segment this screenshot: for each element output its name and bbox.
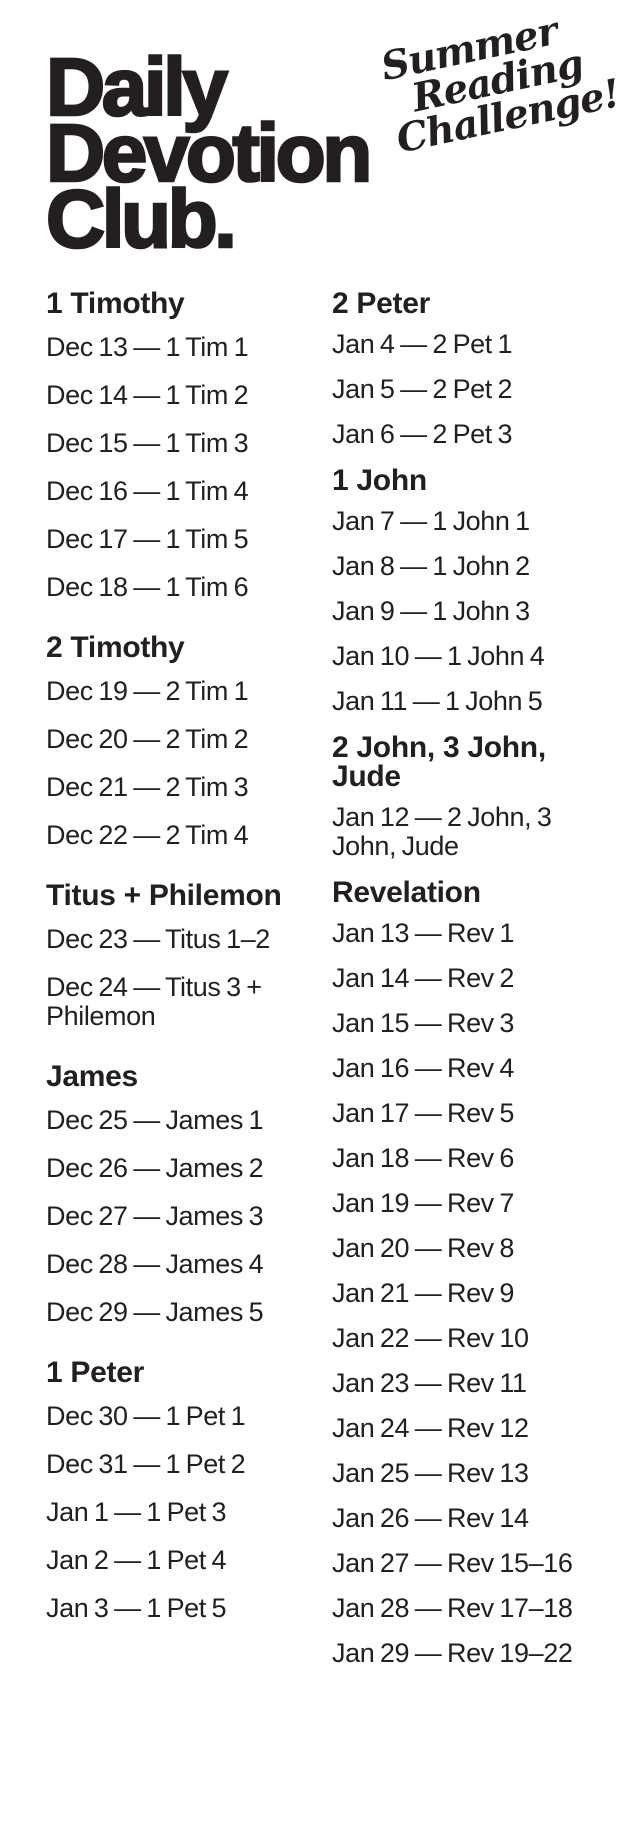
reading-entry: Jan 27 — Rev 15–16 <box>332 1548 573 1578</box>
reading-entry: Dec 19 — 2 Tim 1 <box>46 676 249 706</box>
reading-entry: Dec 14 — 1 Tim 2 <box>46 380 249 410</box>
reading-entry: Jan 17 — Rev 5 <box>332 1098 515 1128</box>
section-1-timothy: 1 Timothy Dec 13 — 1 Tim 1 Dec 14 — 1 Tim… <box>46 289 332 602</box>
section-1-peter: 1 Peter Dec 30 — 1 Pet 1 Dec 31 — 1 Pet 2… <box>46 1358 332 1623</box>
reading-entry: Jan 11 — 1 John 5 <box>332 686 543 716</box>
reading-entry: Jan 28 — Rev 17–18 <box>332 1593 573 1623</box>
reading-list: Dec 30 — 1 Pet 1 Dec 31 — 1 Pet 2 Jan 1 — … <box>46 1402 332 1623</box>
reading-entry: Dec 23 — Titus 1–2 <box>46 924 270 954</box>
reading-entry: Jan 6 — 2 Pet 3 <box>332 419 513 449</box>
reading-entry: Dec 16 — 1 Tim 4 <box>46 476 249 506</box>
section-title: 2 Timothy <box>46 631 185 664</box>
reading-entry: Jan 14 — Rev 2 <box>332 963 515 993</box>
title-line-3: Club. <box>45 174 239 265</box>
section-2-timothy: 2 Timothy Dec 19 — 2 Tim 1 Dec 20 — 2 Tim… <box>46 633 332 850</box>
reading-entry: Dec 29 — James 5 <box>46 1297 264 1327</box>
reading-entry: Dec 31 — 1 Pet 2 <box>46 1449 246 1479</box>
reading-entry: Dec 22 — 2 Tim 4 <box>46 820 249 850</box>
reading-entry: Jan 24 — Rev 12 <box>332 1413 529 1443</box>
reading-entry: Dec 24 — Titus 3 + Phile­mon <box>46 972 262 1031</box>
reading-list: Jan 4 — 2 Pet 1 Jan 5 — 2 Pet 2 Jan 6 — 2 … <box>332 330 602 449</box>
reading-entry: Jan 18 — Rev 6 <box>332 1143 515 1173</box>
reading-entry: Dec 18 — 1 Tim 6 <box>46 572 249 602</box>
reading-entry: Jan 13 — Rev 1 <box>332 918 515 948</box>
reading-entry: Jan 26 — Rev 14 <box>332 1503 529 1533</box>
section-james: James Dec 25 — James 1 Dec 26 — James 2 De… <box>46 1062 332 1327</box>
reading-entry: Jan 12 — 2 John, 3 John, Jude <box>332 802 552 861</box>
title-line-1: Daily <box>45 42 230 133</box>
reading-list: Jan 7 — 1 John 1 Jan 8 — 1 John 2 Jan 9 — … <box>332 507 602 716</box>
section-title: Revelation <box>332 876 481 909</box>
reading-entry: Jan 19 — Rev 7 <box>332 1188 515 1218</box>
reading-entry: Jan 10 — 1 John 4 <box>332 641 545 671</box>
schedule-column-right: 2 Peter Jan 4 — 2 Pet 1 Jan 5 — 2 Pet 2 Ja… <box>332 289 602 1668</box>
reading-entry: Dec 17 — 1 Tim 5 <box>46 524 249 554</box>
reading-entry: Dec 25 — James 1 <box>46 1105 264 1135</box>
page-title: Daily Devotion Club. <box>45 42 638 265</box>
section-title: 1 Timothy <box>46 287 185 320</box>
reading-entry: Jan 21 — Rev 9 <box>332 1278 515 1308</box>
section-title: James <box>46 1060 138 1093</box>
reading-entry: Dec 21 — 2 Tim 3 <box>46 772 249 802</box>
section-title: 2 Peter <box>332 287 430 320</box>
reading-entry: Dec 15 — 1 Tim 3 <box>46 428 249 458</box>
reading-entry: Dec 20 — 2 Tim 2 <box>46 724 249 754</box>
reading-entry: Jan 9 — 1 John 3 <box>332 596 530 626</box>
reading-entry: Jan 25 — Rev 13 <box>332 1458 529 1488</box>
schedule-columns: 1 Timothy Dec 13 — 1 Tim 1 Dec 14 — 1 Tim… <box>46 289 638 1668</box>
reading-list: Jan 12 — 2 John, 3 John, Jude <box>332 803 602 861</box>
reading-entry: Jan 29 — Rev 19–22 <box>332 1638 573 1668</box>
reading-entry: Dec 28 — James 4 <box>46 1249 264 1279</box>
reading-entry: Jan 2 — 1 Pet 4 <box>46 1545 227 1575</box>
reading-entry: Jan 7 — 1 John 1 <box>332 506 530 536</box>
reading-entry: Jan 5 — 2 Pet 2 <box>332 374 513 404</box>
reading-list: Dec 13 — 1 Tim 1 Dec 14 — 1 Tim 2 Dec 15 —… <box>46 333 332 602</box>
reading-list: Dec 19 — 2 Tim 1 Dec 20 — 2 Tim 2 Dec 21 —… <box>46 677 332 850</box>
reading-entry: Jan 22 — Rev 10 <box>332 1323 529 1353</box>
reading-entry: Jan 8 — 1 John 2 <box>332 551 530 581</box>
section-2-john-3-john-jude: 2 John, 3 John, Jude Jan 12 — 2 John, 3 … <box>332 733 602 861</box>
section-2-peter: 2 Peter Jan 4 — 2 Pet 1 Jan 5 — 2 Pet 2 Ja… <box>332 289 602 449</box>
reading-entry: Jan 23 — Rev 11 <box>332 1368 527 1398</box>
reading-entry: Dec 30 — 1 Pet 1 <box>46 1401 246 1431</box>
reading-entry: Jan 15 — Rev 3 <box>332 1008 515 1038</box>
section-title: 1 John <box>332 464 427 497</box>
section-title: 1 Peter <box>46 1356 144 1389</box>
reading-entry: Jan 20 — Rev 8 <box>332 1233 515 1263</box>
poster-content: Daily Devotion Club. Summer Reading Chal… <box>45 8 638 1668</box>
title-line-2: Devotion <box>45 108 374 199</box>
reading-list: Jan 13 — Rev 1 Jan 14 — Rev 2 Jan 15 — Rev… <box>332 919 602 1668</box>
reading-entry: Jan 4 — 2 Pet 1 <box>332 329 513 359</box>
reading-entry: Jan 3 — 1 Pet 5 <box>46 1593 227 1623</box>
reading-list: Dec 25 — James 1 Dec 26 — James 2 Dec 27 —… <box>46 1106 332 1327</box>
section-title: Titus + Philemon <box>46 879 282 912</box>
section-titus-philemon: Titus + Philemon Dec 23 — Titus 1–2 Dec 2… <box>46 881 332 1031</box>
schedule-column-left: 1 Timothy Dec 13 — 1 Tim 1 Dec 14 — 1 Tim… <box>46 289 332 1668</box>
reading-entry: Dec 26 — James 2 <box>46 1153 264 1183</box>
reading-entry: Dec 27 — James 3 <box>46 1201 264 1231</box>
reading-entry: Jan 16 — Rev 4 <box>332 1053 515 1083</box>
reading-entry: Jan 1 — 1 Pet 3 <box>46 1497 227 1527</box>
reading-entry: Dec 13 — 1 Tim 1 <box>46 332 249 362</box>
reading-list: Dec 23 — Titus 1–2 Dec 24 — Titus 3 + Phi… <box>46 925 332 1031</box>
section-title: 2 John, 3 John, Jude <box>332 731 546 793</box>
